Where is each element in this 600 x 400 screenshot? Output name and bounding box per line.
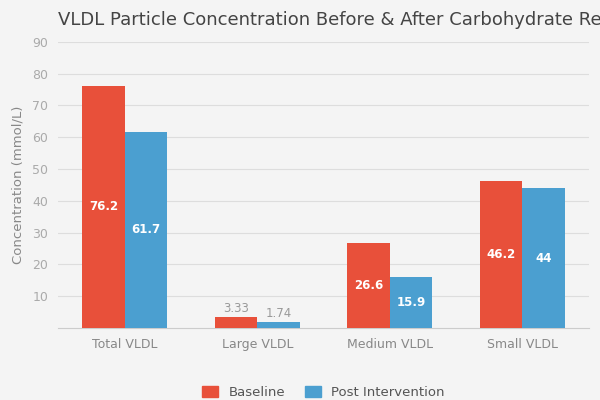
Bar [523, 188, 565, 328]
Legend: Baseline, Post Intervention: Baseline, Post Intervention [197, 380, 450, 400]
Bar [347, 244, 390, 328]
Text: 61.7: 61.7 [131, 223, 160, 236]
Bar [82, 86, 125, 328]
Bar [125, 132, 167, 328]
Bar [257, 322, 299, 328]
Text: 46.2: 46.2 [487, 248, 516, 261]
Text: 44: 44 [535, 252, 552, 264]
Bar [215, 318, 257, 328]
Text: 3.33: 3.33 [223, 302, 249, 315]
Bar [480, 181, 523, 328]
Text: 15.9: 15.9 [397, 296, 425, 309]
Text: 1.74: 1.74 [265, 307, 292, 320]
Bar [390, 278, 432, 328]
Y-axis label: Concentration (mmol/L): Concentration (mmol/L) [11, 106, 24, 264]
Text: VLDL Particle Concentration Before & After Carbohydrate Restriction: VLDL Particle Concentration Before & Aft… [58, 11, 600, 29]
Text: 26.6: 26.6 [354, 279, 383, 292]
Text: 76.2: 76.2 [89, 200, 118, 213]
